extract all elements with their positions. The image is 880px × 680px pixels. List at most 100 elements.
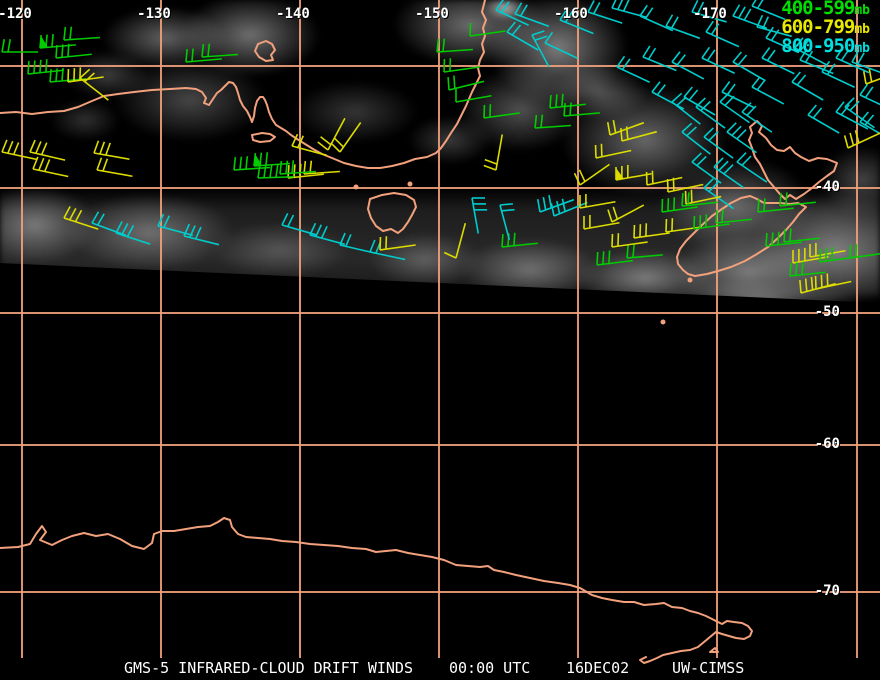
islet-flinders-island	[353, 184, 359, 190]
grid-line-lon	[21, 0, 23, 658]
grid-line-lon	[856, 0, 858, 658]
grid-line-lat	[0, 312, 880, 314]
wind-barb-800-950	[751, 0, 786, 21]
wind-barb-800-950	[691, 0, 727, 23]
lon-label: -170	[693, 6, 727, 22]
islet-islet-southern-ocean	[660, 319, 666, 325]
wind-barb-400-599	[185, 48, 222, 63]
wind-barb-600-799	[291, 133, 327, 157]
wind-barb-600-799	[96, 157, 133, 178]
wind-barb-800-950	[732, 4, 768, 30]
wind-barb-800-950	[616, 55, 650, 83]
wind-barb-400-599	[233, 156, 270, 171]
wind-barb-800-950	[309, 222, 345, 246]
wind-barb-600-799	[809, 242, 846, 258]
wind-barb-800-950	[719, 92, 750, 124]
wind-barb-600-799	[1, 139, 38, 161]
wind-barb-400-599	[27, 59, 64, 75]
legend-unit: mb	[854, 22, 870, 37]
legend-unit: mb	[854, 3, 870, 18]
lon-label: -150	[415, 6, 449, 22]
legend-range: 400-599	[781, 0, 855, 19]
lat-label: -40	[814, 179, 840, 196]
wind-barb-800-950	[550, 198, 588, 217]
wind-barb-800-950	[751, 76, 785, 105]
wind-barb-800-950	[639, 4, 674, 32]
caption-title: GMS-5 INFRARED-CLOUD DRIFT WINDS	[124, 659, 413, 677]
grid-line-lon	[577, 0, 579, 658]
wind-barb-800-950	[544, 31, 578, 59]
wind-barb-400-599	[681, 192, 718, 207]
wind-barb-800-950	[701, 46, 735, 74]
wind-barb-600-799	[620, 126, 657, 142]
wind-barb-400-599	[757, 198, 794, 213]
grid-line-lat	[0, 444, 880, 446]
wind-barb-400-599	[39, 33, 76, 49]
wind-barb-600-799	[862, 69, 880, 85]
wind-barb-600-799	[633, 223, 670, 239]
coastline-nz-south-island	[676, 195, 807, 277]
wind-barb-800-950	[115, 221, 151, 245]
grid-line-lat	[0, 591, 880, 593]
legend-item: 800-950mb	[781, 37, 870, 57]
wind-barb-600-799	[684, 189, 722, 205]
wind-barb-800-950	[705, 20, 740, 48]
wind-barb-800-950	[791, 71, 824, 101]
wind-barb-800-950	[671, 51, 705, 80]
legend-range: 600-799	[781, 16, 855, 38]
wind-barb-800-950	[859, 83, 880, 106]
coastline-tasmania	[367, 192, 417, 234]
wind-barb-400-599	[779, 192, 816, 207]
wind-barb-400-599	[849, 244, 880, 259]
wind-barb-600-799	[607, 204, 645, 223]
wind-barb-400-599	[715, 209, 752, 224]
lat-label: -70	[814, 583, 840, 600]
wind-barb-600-799	[443, 223, 467, 259]
wind-barb-800-950	[691, 152, 722, 184]
coastline-kangaroo-island	[251, 132, 276, 143]
wind-barb-800-950	[851, 50, 880, 74]
wind-barb-400-599	[55, 43, 92, 59]
wind-barb-400-599	[789, 261, 826, 277]
coastline-nz-north-island	[748, 120, 838, 200]
wind-barb-400-599	[253, 152, 290, 167]
caption-source: UW-CIMSS	[672, 659, 745, 677]
wind-barb-800-950	[91, 211, 127, 237]
wind-barb-800-950	[536, 194, 575, 213]
wind-barb-400-599	[447, 75, 485, 91]
lon-label: -130	[137, 6, 171, 22]
wind-barb-800-950	[844, 97, 875, 129]
caption-date: 16DEC02	[566, 659, 630, 677]
grid-line-lon	[716, 0, 718, 658]
wind-barb-600-799	[799, 276, 836, 294]
wind-barb-400-599	[63, 26, 100, 41]
wind-barb-800-950	[756, 14, 792, 38]
wind-barb-800-950	[736, 152, 768, 183]
wind-barb-600-799	[606, 120, 645, 136]
wind-barb-800-950	[559, 8, 594, 35]
wind-barb-400-599	[279, 160, 316, 175]
barb-flag	[40, 36, 48, 48]
wind-barb-800-950	[703, 127, 734, 159]
wind-barb-600-799	[583, 214, 620, 230]
wind-barb-400-599	[201, 43, 238, 58]
wind-barb-400-599	[765, 231, 802, 247]
grid-line-lat	[0, 187, 880, 189]
wind-barb-800-950	[807, 104, 840, 134]
wind-barb-600-799	[611, 233, 648, 248]
wind-barb-400-599	[534, 114, 571, 129]
wind-barb-400-599	[257, 164, 295, 179]
barb-flag	[616, 168, 624, 180]
wind-barb-800-950	[794, 37, 828, 66]
islet-islet-east-of-tasmania	[407, 181, 413, 187]
wind-barb-400-599	[693, 214, 730, 230]
wind-barb-800-950	[499, 203, 515, 240]
legend-item: 600-799mb	[781, 16, 870, 38]
grid-line-lon	[438, 0, 440, 658]
wind-barb-800-950	[726, 122, 757, 154]
wind-barb-800-950	[495, 0, 529, 26]
wind-barb-400-599	[783, 228, 820, 243]
wind-barb-600-799	[615, 164, 652, 181]
